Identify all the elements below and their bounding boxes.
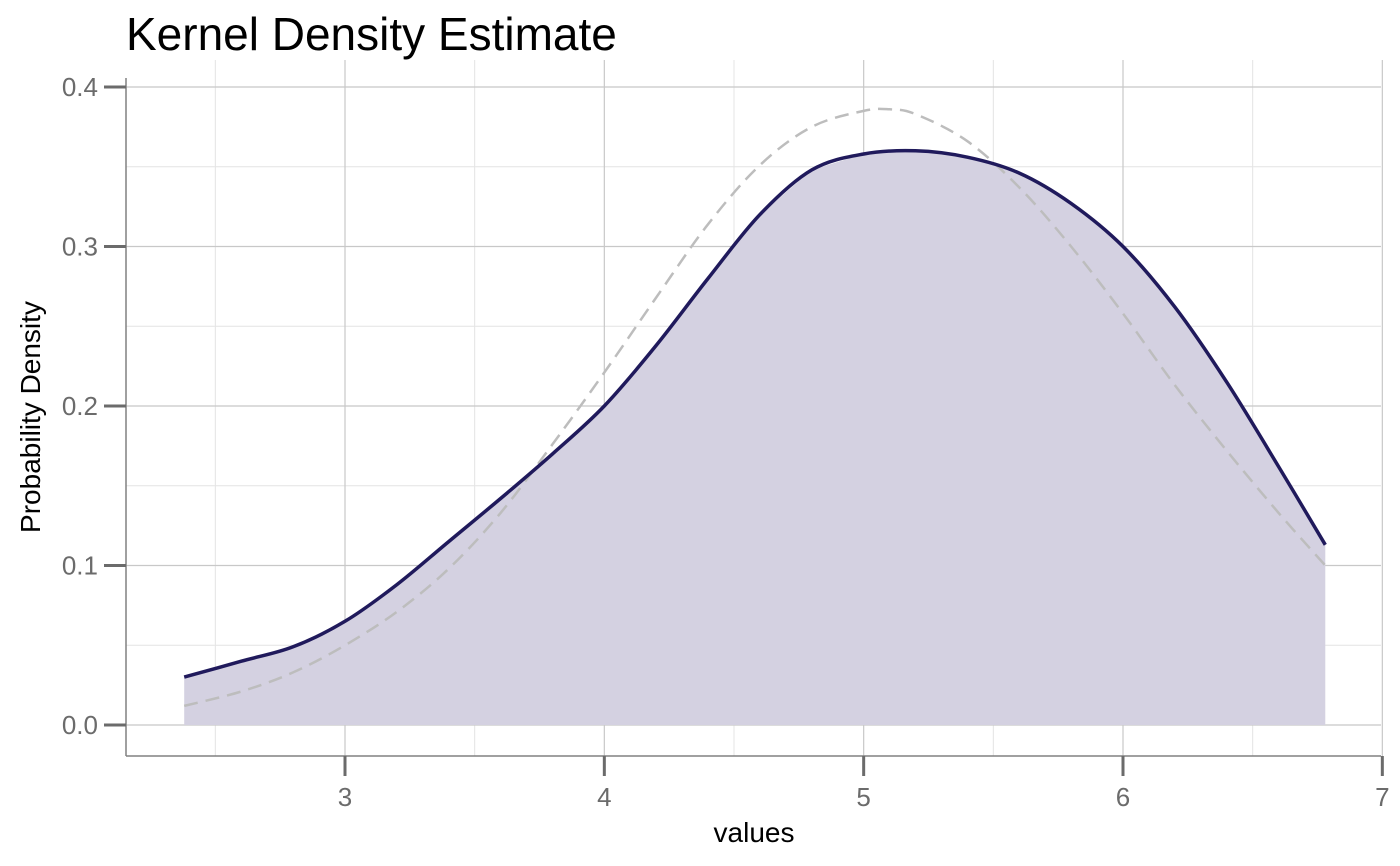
x-tick-label: 4 [597, 782, 611, 812]
y-axis-title: Probability Density [15, 301, 46, 533]
kde-line [183, 148, 1327, 679]
normal-reference-line [183, 107, 1327, 708]
plot-area [183, 107, 1327, 726]
x-tick-label: 3 [338, 782, 352, 812]
x-tick-label: 5 [856, 782, 870, 812]
x-tick-label: 6 [1116, 782, 1130, 812]
kde-fill-area [184, 150, 1326, 726]
y-tick-label: 0.2 [62, 391, 98, 421]
x-axis-title: values [714, 817, 795, 848]
x-tick-label: 7 [1375, 782, 1389, 812]
y-tick-label: 0.4 [62, 72, 98, 102]
axes: 0.0 0.1 0.2 0.3 0.4 3 4 5 6 7 [62, 72, 1390, 812]
chart-title: Kernel Density Estimate [126, 8, 617, 60]
y-tick-label: 0.0 [62, 710, 98, 740]
y-tick-label: 0.1 [62, 551, 98, 581]
y-tick-label: 0.3 [62, 232, 98, 262]
